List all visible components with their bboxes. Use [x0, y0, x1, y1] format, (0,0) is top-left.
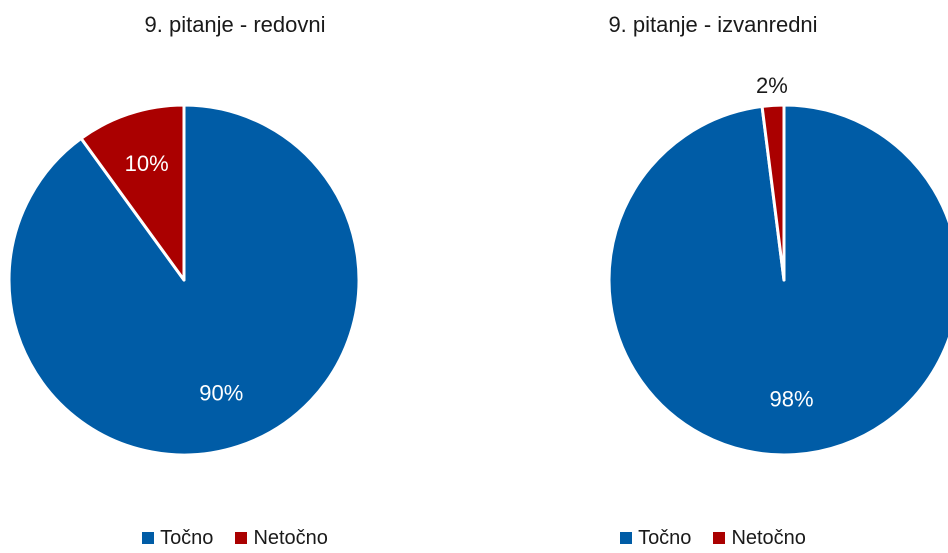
legend-item-netocno: Netočno [235, 528, 328, 548]
data-label-netocno: 10% [125, 151, 169, 176]
legend-label: Netočno [253, 527, 328, 549]
chart-redovni: 9. pitanje - redovni 90% 10% Točno Netočn… [0, 0, 470, 553]
pie-chart-izvanredni: 98% 2% [607, 73, 948, 457]
legend-swatch-tocno [620, 532, 633, 544]
pie-chart-redovni: 90% 10% [7, 103, 361, 457]
data-label-tocno: 90% [199, 381, 243, 406]
chart-title: 9. pitanje - izvanredni [608, 12, 818, 37]
chart-izvanredni: 9. pitanje - izvanredni 98% 2% Točno Neto… [478, 0, 948, 553]
data-label-tocno: 98% [770, 386, 814, 411]
legend-item-netocno: Netočno [713, 528, 806, 548]
data-label-netocno: 2% [756, 73, 788, 98]
pie-slice-tocno [607, 103, 948, 457]
pie-slice-netocno [760, 103, 786, 282]
legend-swatch-netocno [235, 532, 248, 544]
legend-item-tocno: Točno [620, 528, 691, 548]
legend: Točno Netočno [478, 528, 948, 548]
legend-swatch-netocno [713, 532, 726, 544]
legend-label: Netočno [731, 527, 806, 549]
legend: Točno Netočno [0, 528, 470, 548]
chart-title: 9. pitanje - redovni [144, 12, 326, 37]
legend-label: Točno [638, 527, 692, 549]
pie-slice-netocno [79, 103, 186, 282]
legend-item-tocno: Točno [142, 528, 213, 548]
legend-label: Točno [160, 527, 214, 549]
legend-swatch-tocno [142, 532, 155, 544]
